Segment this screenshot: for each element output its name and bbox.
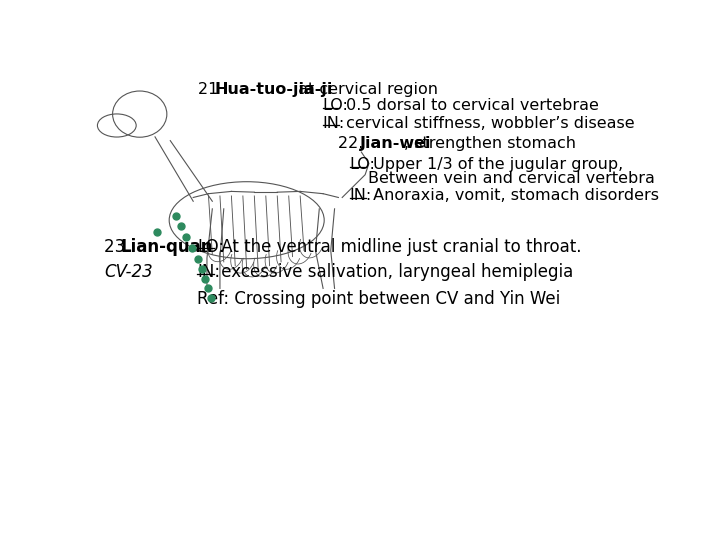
Text: 21: 21 [199,82,224,97]
Text: Jian-wei: Jian-wei [359,136,431,151]
Text: At the ventral midline just cranial to throat.: At the ventral midline just cranial to t… [216,238,581,256]
Text: Hua-tuo-jia-ji: Hua-tuo-jia-ji [215,82,333,97]
Text: LO:: LO: [323,98,348,113]
Text: Between vein and cervical vertebra: Between vein and cervical vertebra [368,171,654,186]
Text: cervical stiffness, wobbler’s disease: cervical stiffness, wobbler’s disease [341,116,634,131]
Text: 0.5 dorsal to cervical vertebrae: 0.5 dorsal to cervical vertebrae [341,98,598,113]
Text: IN:: IN: [197,264,220,281]
Text: Anoraxia, vomit, stomach disorders: Anoraxia, vomit, stomach disorders [368,188,659,203]
Text: IN:: IN: [323,116,345,131]
Text: 23: 23 [104,238,130,256]
Text: Lian-quan: Lian-quan [121,238,213,256]
Text: Upper 1/3 of the jugular group,: Upper 1/3 of the jugular group, [368,157,623,172]
Text: LO:: LO: [350,157,376,172]
Text: Ref: Crossing point between CV and Yin Wei: Ref: Crossing point between CV and Yin W… [197,291,560,308]
Text: excessive salivation, laryngeal hemiplegia: excessive salivation, laryngeal hemipleg… [216,264,573,281]
Text: , strengthen stomach: , strengthen stomach [405,136,576,151]
Text: 22.: 22. [338,136,369,151]
Text: CV-23: CV-23 [104,264,153,281]
Text: at cervical region: at cervical region [293,82,438,97]
Text: IN:: IN: [350,188,372,203]
Text: LO:: LO: [197,238,224,256]
